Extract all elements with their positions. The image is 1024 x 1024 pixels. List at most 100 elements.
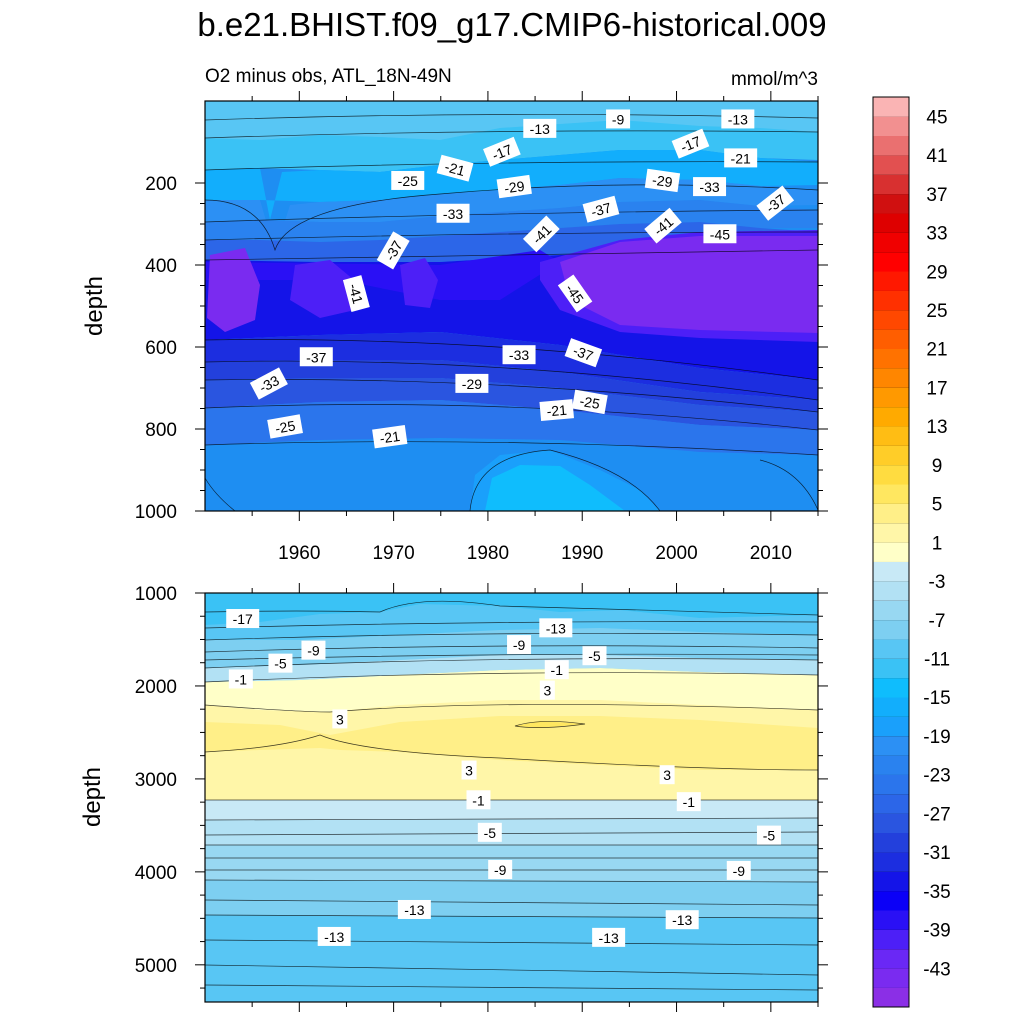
lower-contour-label: -17 <box>226 609 260 629</box>
upper-y-tick-label: 800 <box>145 420 177 441</box>
contour-label-box <box>606 109 631 129</box>
upper-core-left <box>205 250 560 300</box>
contour-label-text: -1 <box>472 792 485 808</box>
contour-label-box <box>721 109 755 129</box>
contour-label-box <box>659 765 675 785</box>
contour-label-text: -25 <box>398 173 418 189</box>
colorbar-label: 9 <box>932 456 943 477</box>
colorbar-swatch <box>873 832 909 853</box>
contour-label-box <box>226 609 260 629</box>
contour-label-text: -1 <box>551 662 564 678</box>
contour-label-box <box>376 231 410 270</box>
upper-band-9 <box>205 360 818 412</box>
contour-label-box <box>726 860 751 880</box>
contour-label-box <box>539 680 555 700</box>
upper-contour-labels: -9 -13 -13 -17 -17 -21 -21 -25 -29 -29 -33 -33 -37 -3… <box>249 109 795 449</box>
contour-label-box <box>483 136 521 167</box>
contour-label-box <box>436 203 470 223</box>
lower-contour-lines <box>205 600 818 991</box>
upper-contour-label: -41 <box>342 275 370 312</box>
lower-band-1 <box>205 593 818 625</box>
contour-label-box <box>665 910 699 930</box>
upper-contour-label: -37 <box>299 347 333 367</box>
colorbar-swatch <box>873 426 909 446</box>
colorbar-swatch <box>873 813 909 834</box>
contour-label-box <box>299 347 333 367</box>
colorbar-swatch <box>873 716 909 737</box>
lower-contour-label: -1 <box>228 669 253 689</box>
colorbar-swatch <box>873 968 909 988</box>
colorbar-label: -35 <box>923 882 950 903</box>
colorbar-swatch <box>873 503 909 524</box>
contour-label-text: -5 <box>588 648 601 664</box>
colorbar-swatch <box>873 484 909 504</box>
contour-label-box <box>301 640 326 660</box>
colorbar-swatch <box>873 581 909 601</box>
contour-label-box <box>228 669 253 689</box>
contour-label-box <box>544 660 569 680</box>
contour-label-box <box>477 822 502 842</box>
upper-x-tick-label: 1970 <box>372 543 414 564</box>
colorbar-swatch <box>873 794 909 814</box>
upper-subtitle: O2 minus obs, ATL_18N-49N <box>205 66 452 87</box>
lower-contour-label: -9 <box>726 860 751 880</box>
lower-y-tick-label: 3000 <box>135 770 177 791</box>
contour-label-text: -9 <box>733 863 746 879</box>
contour-label-text: -21 <box>546 402 568 420</box>
colorbar-swatch <box>873 910 909 930</box>
contour-label-box <box>496 174 532 199</box>
upper-contour-label: -29 <box>496 174 532 199</box>
lower-contour-label: 3 <box>659 765 675 785</box>
upper-y-axis-label: depth <box>81 276 108 336</box>
upper-contour-label: -17 <box>483 136 521 167</box>
colorbar-swatch <box>873 619 909 640</box>
colorbar-swatch <box>873 116 909 137</box>
contour-label-text: 3 <box>543 683 551 699</box>
colorbar: 45 41 37 33 29 25 21 17 13 9 5 1 -3 -7 -11 -15 -19 -23 -27… <box>872 96 951 1008</box>
contour-label-box <box>564 338 603 368</box>
contour-label-text: -37 <box>306 349 326 365</box>
lower-band-6 <box>205 716 818 770</box>
contour-label-text: -29 <box>651 172 673 191</box>
contour-label-box <box>267 414 303 439</box>
contour-label-box <box>523 118 557 138</box>
lower-band-3 <box>205 655 818 682</box>
colorbar-label: -43 <box>923 959 950 980</box>
upper-contour-lines <box>205 114 818 511</box>
upper-y-tick-label: 200 <box>145 174 177 195</box>
upper-band-11 <box>205 400 818 455</box>
colorbar-swatch <box>873 174 909 195</box>
lower-contour-label: -1 <box>544 660 569 680</box>
colorbar-swatch <box>873 155 909 175</box>
upper-contour-label: -37 <box>564 338 603 368</box>
colorbar-label: 13 <box>926 417 947 438</box>
contour-label-text: -33 <box>699 179 719 195</box>
colorbar-swatch <box>873 677 909 698</box>
lower-contour-label: -9 <box>488 860 513 880</box>
upper-band-4 <box>205 178 818 252</box>
lower-contour-label: -13 <box>665 910 699 930</box>
contour-label-text: 3 <box>336 711 344 727</box>
lower-y-tick-label: 1000 <box>135 584 177 605</box>
lower-contour-label: -5 <box>582 646 607 666</box>
lower-contour-label: -9 <box>301 640 326 660</box>
upper-band-10 <box>205 378 818 430</box>
lower-contour-label: 3 <box>332 709 348 729</box>
contour-label-box <box>671 128 710 159</box>
upper-contour-label: -9 <box>606 109 631 129</box>
contour-label-box <box>502 345 536 365</box>
upper-contour-label: -37 <box>756 185 795 221</box>
lower-contour-label: -13 <box>317 926 351 946</box>
contour-label-text: -13 <box>404 902 424 918</box>
contour-label-box <box>644 168 681 193</box>
upper-x-tick-label: 2000 <box>655 543 697 564</box>
contour-label-box <box>397 899 431 919</box>
colorbar-swatch <box>873 348 909 369</box>
colorbar-swatch <box>873 445 909 466</box>
upper-band-8 <box>205 332 818 400</box>
upper-units: mmol/m^3 <box>731 69 818 90</box>
contour-label-box <box>592 927 626 947</box>
colorbar-swatch <box>873 290 909 311</box>
